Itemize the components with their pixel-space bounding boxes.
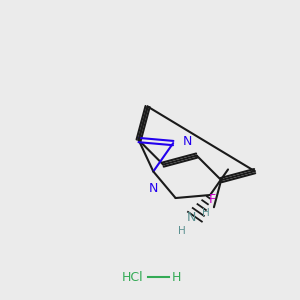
Text: H: H (178, 226, 186, 236)
Text: F: F (209, 193, 216, 206)
Text: H: H (202, 208, 210, 218)
Text: N: N (187, 211, 196, 224)
Text: HCl: HCl (122, 271, 143, 284)
Text: N: N (148, 182, 158, 195)
Text: N: N (182, 135, 192, 148)
Text: H: H (172, 271, 182, 284)
